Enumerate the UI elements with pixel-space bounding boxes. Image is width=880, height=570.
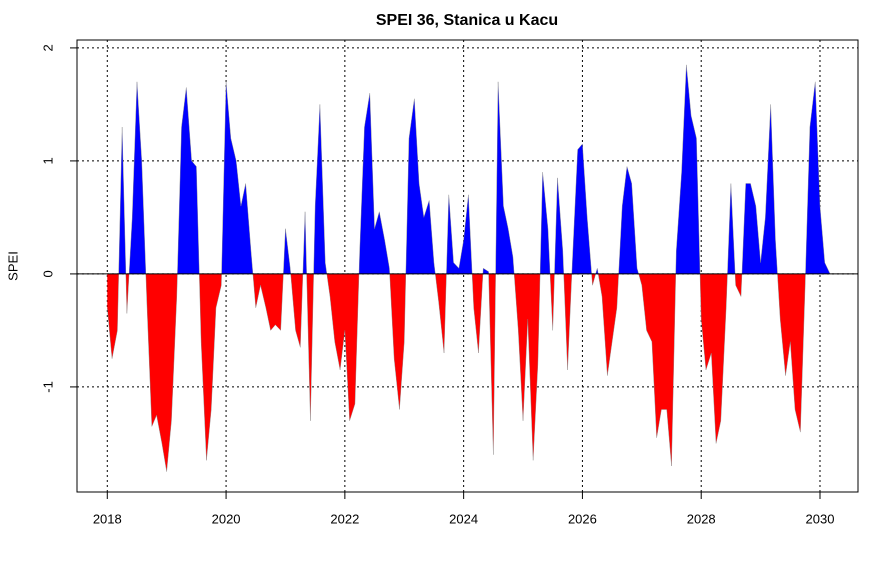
x-tick-label: 2024 [449, 511, 478, 526]
x-tick-label: 2028 [687, 511, 716, 526]
y-tick-label: 1 [40, 157, 55, 164]
plot-frame [76, 39, 859, 493]
x-tick-label: 2026 [568, 511, 597, 526]
y-tick-label: 2 [40, 44, 55, 51]
x-tick-label: 2018 [93, 511, 122, 526]
y-tick-label: 0 [40, 270, 55, 277]
negative-area [107, 273, 806, 472]
x-tick-label: 2030 [806, 511, 835, 526]
chart-title: SPEI 36, Stanica u Kacu [376, 12, 558, 29]
x-tick-label: 2020 [212, 511, 241, 526]
y-tick-label: -1 [40, 381, 55, 393]
x-tick-label: 2022 [330, 511, 359, 526]
area-outline [107, 64, 831, 472]
y-axis-label: SPEI [5, 251, 20, 281]
positive-area [107, 64, 831, 274]
